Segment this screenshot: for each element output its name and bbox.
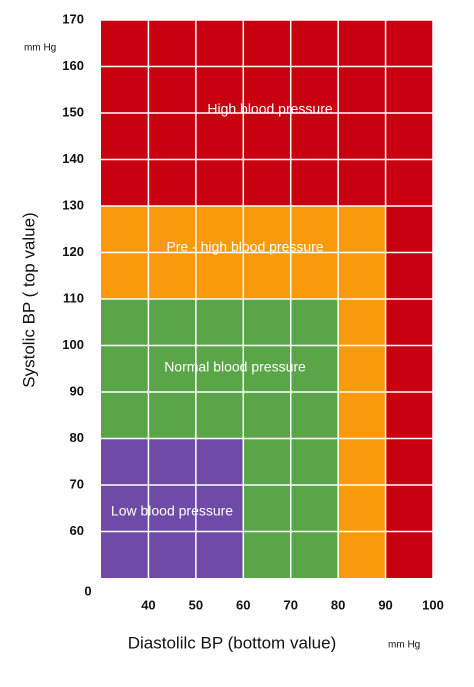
- y-unit: mm Hg: [24, 43, 56, 54]
- x-tick-label: 40: [141, 597, 155, 612]
- x-tick-label: 50: [189, 597, 203, 612]
- y-tick-label: 70: [70, 476, 84, 491]
- region-label: High blood pressure: [207, 101, 333, 117]
- x-tick-label: 100: [422, 597, 444, 612]
- y-axis-title: Systolic BP ( top value): [19, 212, 38, 387]
- y-tick-label: 90: [70, 383, 84, 398]
- region: [101, 438, 244, 578]
- x-tick-label: 70: [283, 597, 297, 612]
- y-tick-label: 150: [62, 104, 84, 119]
- y-tick-label: 160: [62, 58, 84, 73]
- y-tick-label: 170: [62, 11, 84, 26]
- region-label: Low blood pressure: [111, 503, 233, 519]
- region-label: Normal blood pressure: [164, 359, 306, 375]
- y-tick-label: 120: [62, 244, 84, 259]
- y-tick-label: 100: [62, 337, 84, 352]
- x-tick-label: 90: [378, 597, 392, 612]
- x-tick-label: 80: [331, 597, 345, 612]
- y-tick-label: 140: [62, 151, 84, 166]
- x-axis-title: Diastolilc BP (bottom value): [128, 633, 337, 652]
- x-unit: mm Hg: [388, 640, 420, 651]
- origin-label: 0: [84, 583, 91, 598]
- x-tick-label: 60: [236, 597, 250, 612]
- y-tick-label: 130: [62, 197, 84, 212]
- y-tick-label: 60: [70, 523, 84, 538]
- region-label: Pre - high blood pressure: [166, 239, 323, 255]
- y-tick-label: 80: [70, 430, 84, 445]
- y-tick-label: 110: [63, 290, 84, 305]
